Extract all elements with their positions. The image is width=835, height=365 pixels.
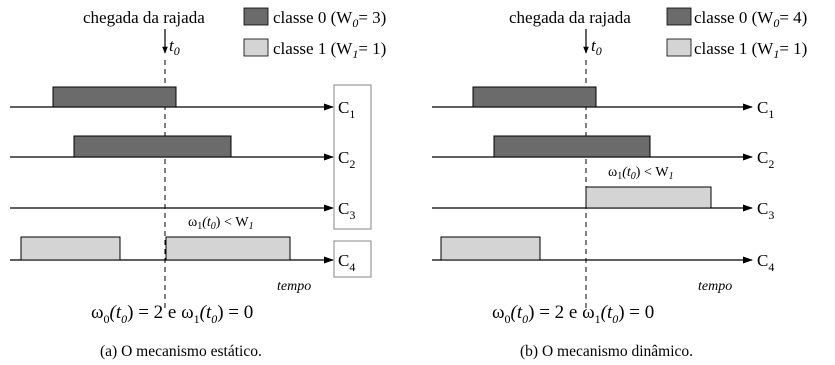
legend-swatch-class1 (243, 38, 269, 57)
burst-class1-c4 (440, 236, 541, 261)
omega-condition-annotation: ω1(t0) < W1 (608, 165, 674, 182)
channel-label-c4: C4 (338, 251, 355, 274)
burst-arrival-label: chegada da rajada (509, 8, 631, 27)
time-axis-label: tempo (698, 279, 732, 294)
legend-class1-label: classe 1 (W1= 1) (694, 39, 807, 61)
legend-class1-label: classe 1 (W1= 1) (273, 39, 386, 61)
legend-swatch-class0 (243, 7, 269, 26)
burst-class1-c4-late (165, 236, 291, 261)
legend-swatch-class1 (666, 38, 692, 57)
omega-condition-annotation: ω1(t0) < W1 (188, 215, 254, 232)
channel-group-box (333, 84, 372, 230)
channel-label-c3: C3 (757, 199, 774, 222)
panel-dynamic: chegada da rajada classe 0 (W0= 4) class… (432, 7, 807, 360)
burst-class1-c4-early (20, 236, 121, 261)
burst-class0-c1 (472, 86, 597, 108)
burst-class0-c1 (52, 86, 177, 108)
burst-arrival-label: chegada da rajada (83, 8, 205, 27)
omega-values-formula: ω0(t0) = 2 e ω1(t0) = 0 (91, 302, 253, 326)
burst-class0-c2 (493, 135, 651, 158)
t0-label: t0 (591, 36, 602, 58)
time-axis-label: tempo (277, 279, 311, 294)
channel-label-c3: C3 (338, 199, 355, 222)
legend-swatch-class0 (666, 7, 692, 26)
panel-static: chegada da rajada classe 0 (W0= 3) class… (10, 7, 386, 360)
caption-static: (a) O mecanismo estático. (100, 343, 262, 360)
caption-dynamic: (b) O mecanismo dinâmico. (520, 343, 693, 360)
channel-label-c1: C1 (757, 98, 774, 121)
channel-label-c4: C4 (757, 251, 774, 274)
channel-label-c1: C1 (338, 98, 355, 121)
burst-class0-c2 (73, 135, 232, 158)
channel-label-c2: C2 (757, 148, 774, 171)
omega-values-formula: ω0(t0) = 2 e ω1(t0) = 0 (492, 302, 654, 326)
legend-class0-label: classe 0 (W0= 3) (273, 8, 386, 30)
t0-label: t0 (169, 36, 180, 58)
channel-c4-box (333, 240, 372, 278)
burst-class1-c3 (585, 186, 712, 209)
channel-label-c2: C2 (338, 148, 355, 171)
legend-class0-label: classe 0 (W0= 4) (694, 8, 807, 30)
